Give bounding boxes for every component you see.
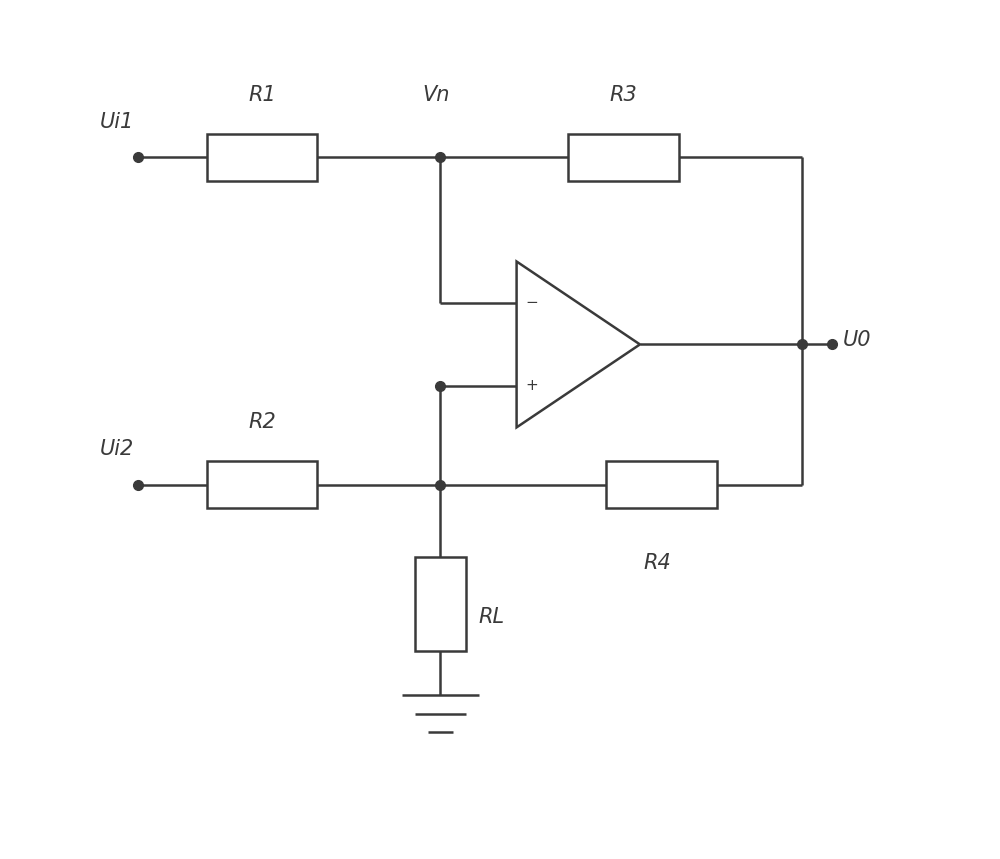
- Text: R3: R3: [609, 84, 637, 105]
- Text: Vn: Vn: [422, 84, 450, 105]
- Text: U0: U0: [843, 330, 871, 350]
- Bar: [415, 557, 466, 650]
- Bar: [568, 134, 679, 180]
- Polygon shape: [517, 261, 640, 428]
- Bar: [207, 134, 317, 180]
- Bar: [606, 461, 717, 509]
- Text: +: +: [526, 379, 538, 393]
- Text: −: −: [526, 295, 538, 310]
- Bar: [207, 461, 317, 509]
- Text: R1: R1: [248, 84, 276, 105]
- Text: R4: R4: [643, 553, 671, 573]
- Text: R2: R2: [248, 412, 276, 432]
- Text: Ui1: Ui1: [100, 112, 134, 131]
- Text: Ui2: Ui2: [100, 439, 134, 460]
- Text: RL: RL: [479, 606, 505, 627]
